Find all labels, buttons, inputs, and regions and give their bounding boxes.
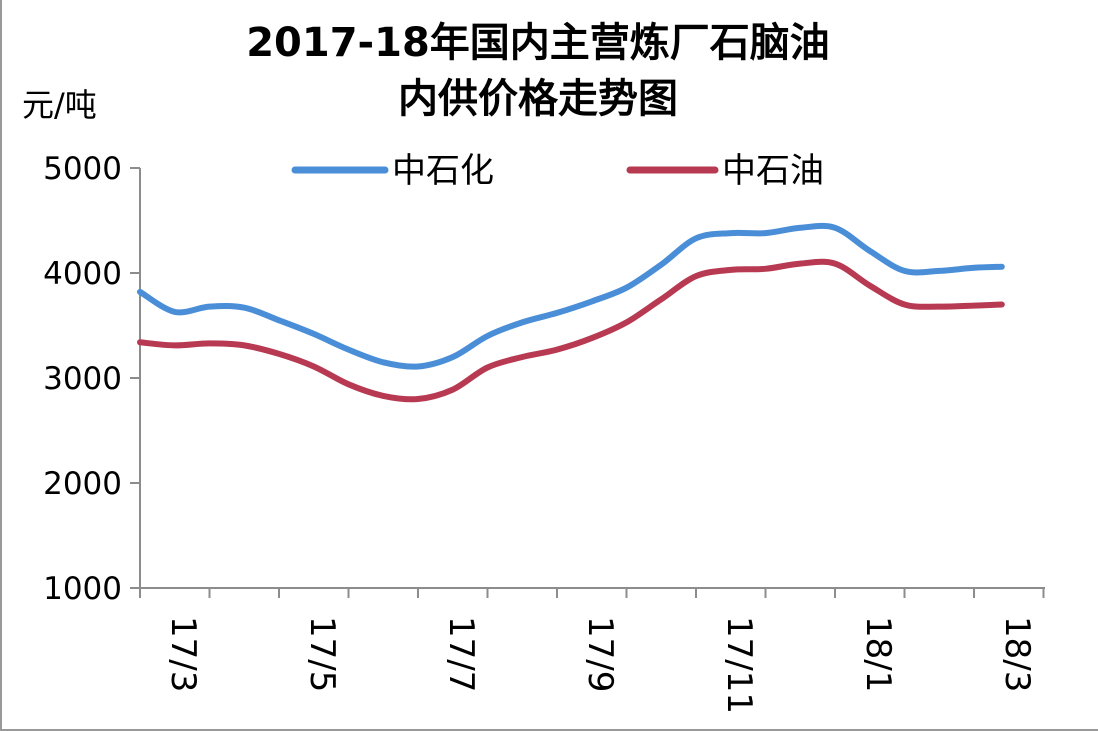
x-tick-label: 18/3 — [997, 616, 1037, 692]
x-tick-label: 17/9 — [580, 616, 620, 692]
series-line-2 — [137, 258, 1005, 403]
x-tick-label: 17/11 — [719, 616, 759, 714]
y-tick-label: 2000 — [43, 466, 122, 502]
x-tick-label: 18/1 — [858, 616, 898, 692]
image-border-left — [0, 0, 2, 731]
legend-label-series-2: 中石油 — [722, 151, 824, 191]
y-tick-label: 1000 — [43, 571, 122, 607]
y-axis-unit-label: 元/吨 — [22, 86, 97, 124]
axes: 1000 2000 3000 4000 5000 17/3 17/5 17/7 17/9 17/1… — [43, 151, 1045, 714]
series-layer — [137, 222, 1005, 403]
series-line-1 — [137, 222, 1005, 370]
y-tick-label: 4000 — [43, 256, 122, 292]
legend: 中石化 中石油 — [291, 151, 824, 191]
legend-label-series-1: 中石化 — [392, 151, 494, 191]
y-tick-label: 5000 — [43, 151, 122, 187]
chart-title-line-1: 2017-18年国内主营炼厂石脑油 — [246, 20, 830, 66]
x-tick-label: 17/7 — [441, 616, 481, 692]
image-border-bottom — [0, 729, 1098, 731]
x-tick-label: 17/5 — [302, 616, 342, 692]
x-tick-label: 17/3 — [163, 616, 203, 692]
chart-title-line-2: 内供价格走势图 — [398, 76, 678, 122]
y-tick-label: 3000 — [43, 361, 122, 397]
